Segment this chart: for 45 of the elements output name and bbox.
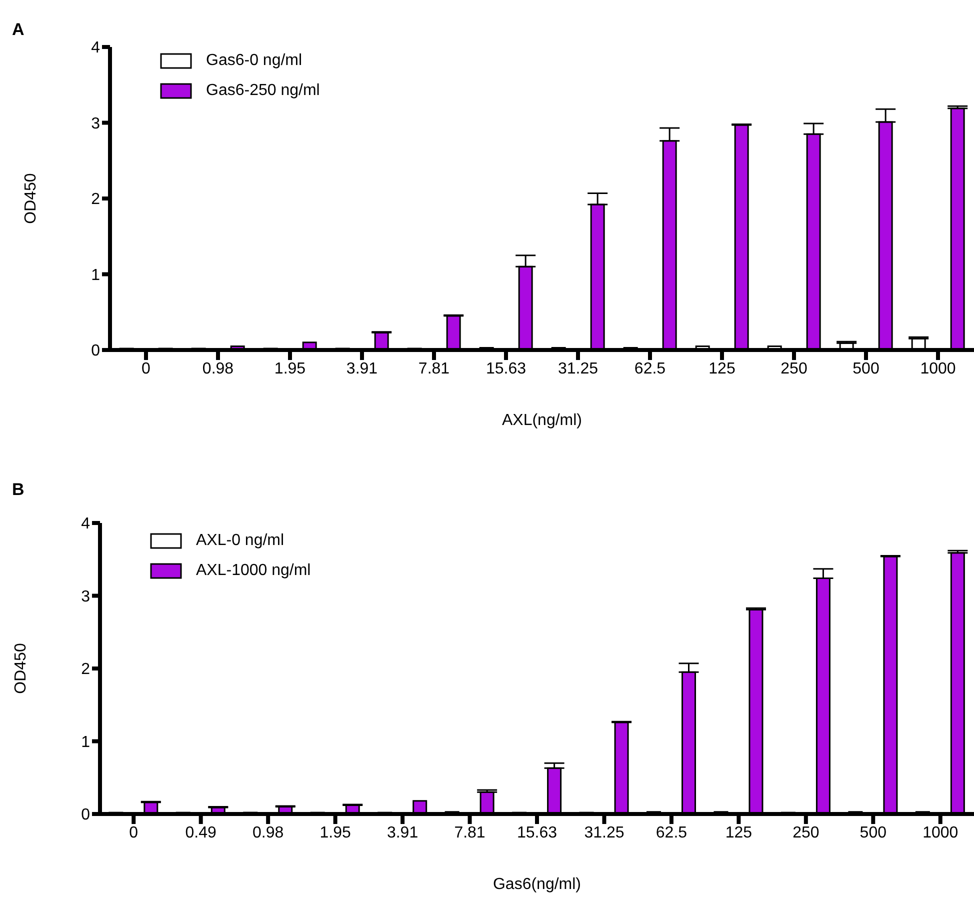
x-tick-label: 1000: [920, 360, 956, 378]
y-tick-label: 0: [91, 342, 100, 360]
x-tick-label: 0: [129, 824, 138, 842]
chart-title: B: [12, 480, 24, 500]
x-tick-label: 0: [142, 360, 151, 378]
x-tick-label: 62.5: [634, 360, 666, 378]
legend-label: Gas6-250 ng/ml: [206, 82, 320, 100]
x-axis-title: AXL(ng/ml): [502, 412, 582, 429]
legend-label: AXL-0 ng/ml: [196, 532, 284, 550]
x-tick-label: 125: [725, 824, 752, 842]
x-tick-label: 1000: [922, 824, 958, 842]
y-axis-title: OD450: [12, 643, 30, 694]
legend-label: AXL-1000 ng/ml: [196, 562, 311, 580]
x-tick-label: 31.25: [558, 360, 598, 378]
y-tick-label: 0: [81, 806, 90, 824]
y-tick-label: 4: [91, 40, 100, 57]
y-tick-label: 4: [81, 516, 90, 533]
y-tick-label: 3: [91, 115, 100, 132]
x-tick-label: 1.95: [274, 360, 306, 378]
y-tick-label: 2: [91, 191, 100, 208]
x-tick-label: 500: [852, 360, 880, 378]
y-tick-label: 3: [81, 588, 90, 606]
x-tick-label: 0.49: [185, 824, 217, 842]
x-tick-label: 0.98: [202, 360, 234, 378]
x-tick-label: 15.63: [486, 360, 526, 378]
y-axis-title: OD450: [22, 173, 40, 224]
x-tick-label: 7.81: [454, 824, 486, 842]
x-tick-label: 62.5: [656, 824, 688, 842]
legend-label: Gas6-0 ng/ml: [206, 52, 302, 70]
chart-title: A: [12, 20, 24, 40]
x-tick-label: 31.25: [584, 824, 624, 842]
x-tick-label: 250: [792, 824, 820, 842]
y-tick-label: 1: [91, 266, 100, 284]
y-tick-label: 1: [81, 734, 90, 751]
x-axis-title: Gas6(ng/ml): [492, 876, 582, 893]
y-tick-label: 2: [81, 661, 90, 678]
x-tick-label: 7.81: [418, 360, 450, 378]
x-tick-label: 0.98: [252, 824, 284, 842]
x-tick-label: 3.91: [346, 360, 378, 378]
x-tick-label: 15.63: [516, 824, 558, 842]
x-tick-label: 250: [780, 360, 808, 378]
x-tick-label: 3.91: [386, 824, 418, 842]
x-tick-label: 125: [708, 360, 736, 378]
x-tick-label: 1.95: [320, 824, 351, 842]
x-tick-label: 500: [860, 824, 887, 842]
